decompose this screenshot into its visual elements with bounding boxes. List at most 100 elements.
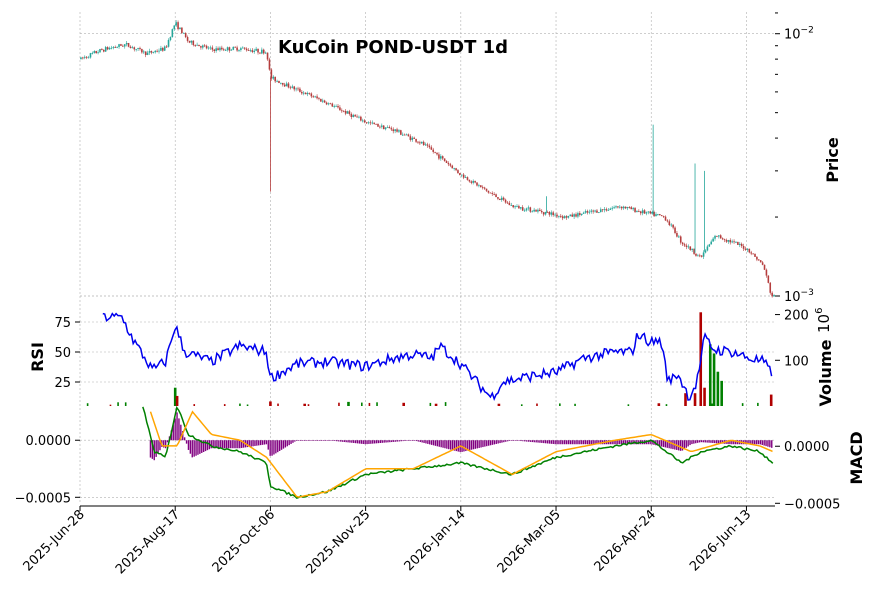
macd-hist-bar	[615, 440, 617, 445]
macd-hist-bar	[662, 440, 665, 447]
candle-body-2026-06-25	[769, 282, 772, 293]
macd-hist-bar	[353, 440, 355, 443]
candle-body-2025-08-25	[190, 40, 193, 43]
rsi-tick-label: 50	[54, 346, 71, 361]
candle-body-2026-01-20	[472, 180, 474, 183]
candle-body-2026-01-03	[440, 156, 442, 159]
macd-panel	[142, 405, 774, 499]
candle-body-2026-01-31	[493, 193, 495, 195]
candle-body-2025-07-15	[112, 47, 115, 48]
candle-body-2026-01-23	[478, 185, 480, 187]
candle-body-2025-07-24	[129, 46, 132, 48]
macd-hist-bar	[710, 440, 712, 443]
candle-body-2025-12-01	[377, 123, 379, 127]
macd-hist-bar	[617, 440, 619, 445]
macd-hist-bar	[677, 440, 680, 451]
macd-hist-bar	[408, 440, 410, 441]
candle-body-2026-05-25	[710, 241, 713, 245]
candle-body-2026-03-27	[598, 212, 600, 213]
candle-body-2025-12-06	[386, 127, 389, 128]
x-tick-label: 2026-Jun-13	[687, 507, 754, 574]
macd-hist-bar	[202, 440, 205, 453]
macd-hist-bar	[292, 440, 294, 443]
macd-hist-bar	[470, 440, 473, 450]
candle-body-2025-09-25	[249, 50, 252, 52]
macd-hist-bar	[286, 440, 288, 447]
macd-hist-bar	[657, 440, 659, 446]
candle-body-2025-09-21	[242, 47, 244, 49]
candle-body-2026-04-12	[628, 207, 631, 208]
candle-body-2025-11-12	[341, 110, 343, 112]
candle-body-2025-08-23	[186, 37, 189, 41]
candle-body-2026-03-31	[605, 209, 608, 211]
candle-body-2025-11-11	[339, 107, 341, 111]
macd-hist-bar	[451, 440, 454, 451]
macd-hist-bar	[440, 440, 442, 448]
macd-hist-bar	[476, 440, 478, 449]
macd-hist-bar	[512, 440, 515, 441]
macd-hist-bar	[582, 440, 585, 445]
candle-body-2025-11-15	[346, 111, 349, 114]
macd-hist-bar	[351, 440, 353, 443]
macd-hist-bar	[467, 440, 469, 451]
macd-hist-bar	[343, 440, 345, 442]
candle-body-2025-07-14	[110, 47, 113, 49]
candle-body-2026-03-01	[548, 212, 551, 215]
macd-hist-bar	[421, 440, 423, 443]
volume-bar-small	[665, 404, 668, 406]
macd-hist-bar	[679, 440, 682, 451]
macd-hist-bar	[221, 440, 224, 449]
candle-body-2026-05-13	[687, 246, 690, 248]
x-tick-label: 2025-Jun-28	[21, 507, 88, 574]
macd-hist-bar	[294, 440, 296, 442]
candle-body-2025-10-01	[261, 49, 263, 54]
candle-body-2026-02-10	[512, 205, 514, 208]
candle-body-2026-06-19	[758, 259, 760, 261]
candle-body-2025-08-21	[182, 32, 185, 34]
macd-hist-bar	[174, 418, 176, 441]
macd-hist-bar	[206, 440, 209, 451]
candle-body-2025-12-30	[432, 149, 435, 152]
macd-hist-bar	[560, 440, 562, 445]
macd-hist-bar	[425, 440, 427, 444]
candle-body-2025-09-20	[240, 48, 242, 51]
macd-hist-bar	[155, 440, 157, 457]
macd-hist-bar	[748, 440, 750, 445]
macd-hist-bar	[717, 440, 720, 444]
volume-bar-small	[193, 404, 196, 406]
volume-bar-small	[307, 404, 310, 406]
macd-hist-bar	[356, 440, 359, 444]
candle-body-2025-07-06	[95, 51, 97, 54]
volume-bar-small	[246, 404, 249, 406]
candle-body-2025-07-28	[137, 47, 139, 49]
macd-hist-bar	[529, 440, 532, 442]
candle-body-2025-11-26	[367, 122, 370, 124]
candle-body-2026-01-01	[436, 152, 438, 155]
rsi-line	[102, 312, 773, 401]
x-tick-label: 2025-Oct-06	[210, 507, 278, 575]
macd-hist-bar	[544, 440, 547, 444]
candle-body-2025-12-15	[403, 134, 406, 136]
macd-hist-bar	[695, 440, 697, 444]
candle-body-2025-12-10	[394, 129, 396, 132]
candle-body-2026-01-05	[443, 158, 446, 162]
candle-body-2026-05-03	[668, 221, 671, 226]
macd-hist-bar	[280, 440, 283, 450]
macd-hist-bar	[324, 440, 326, 441]
macd-hist-bar	[533, 440, 535, 443]
candle-body-2025-09-02	[205, 45, 208, 49]
candle-body-2026-02-26	[542, 212, 545, 215]
candle-body-2026-06-07	[735, 241, 737, 243]
candle-body-2026-04-02	[609, 208, 612, 210]
candle-body-2026-05-21	[702, 252, 705, 257]
candle-body-2026-04-29	[660, 215, 663, 217]
candle-body-2025-08-14	[169, 37, 172, 41]
macd-hist-bar	[242, 440, 245, 448]
candle-body-2025-10-16	[289, 87, 292, 89]
macd-hist-bar	[345, 440, 347, 443]
macd-hist-bar	[239, 440, 241, 449]
macd-hist-bar	[269, 440, 271, 456]
candle-body-2025-09-10	[221, 47, 223, 50]
macd-hist-bar	[419, 440, 421, 443]
macd-right-tick-label: −0.0005	[784, 497, 840, 512]
